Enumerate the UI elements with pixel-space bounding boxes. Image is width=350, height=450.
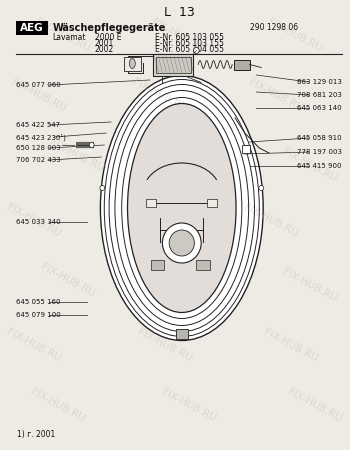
Text: 645 422 547: 645 422 547 xyxy=(16,122,60,128)
Text: 645 063 140: 645 063 140 xyxy=(297,105,342,111)
Bar xyxy=(208,199,217,207)
Bar xyxy=(151,260,164,270)
Text: FIX-HUB.RU: FIX-HUB.RU xyxy=(39,261,96,298)
Text: 645 033 340: 645 033 340 xyxy=(16,219,61,225)
Circle shape xyxy=(162,223,201,263)
Text: FIX-HUB.RU: FIX-HUB.RU xyxy=(150,17,208,54)
Text: FIX-HUB.RU: FIX-HUB.RU xyxy=(262,327,319,364)
Text: 645 079 100: 645 079 100 xyxy=(16,312,61,318)
Bar xyxy=(16,21,48,35)
Ellipse shape xyxy=(127,104,236,312)
Text: 778 197 003: 778 197 003 xyxy=(297,149,342,155)
Circle shape xyxy=(89,143,94,148)
Bar xyxy=(124,57,141,71)
Bar xyxy=(234,59,250,69)
Text: FIX-HUB.RU: FIX-HUB.RU xyxy=(174,137,232,173)
Text: 650 128 003: 650 128 003 xyxy=(16,145,61,151)
Text: FIX-HUB.RU: FIX-HUB.RU xyxy=(281,266,338,303)
Bar xyxy=(156,57,190,72)
Text: FIX-HUB.RU: FIX-HUB.RU xyxy=(247,76,304,113)
Ellipse shape xyxy=(130,58,135,68)
Text: FIX-HUB.RU: FIX-HUB.RU xyxy=(136,327,193,364)
Text: 706 702 433: 706 702 433 xyxy=(16,157,61,163)
Text: Lavamat: Lavamat xyxy=(52,32,85,41)
Text: 645 423 230¹): 645 423 230¹) xyxy=(16,133,66,141)
Text: Wäschepflegegeräte: Wäschepflegegeräte xyxy=(53,23,166,33)
Text: FIX-HUB.RU: FIX-HUB.RU xyxy=(165,261,222,298)
Text: 645 058 910: 645 058 910 xyxy=(297,135,342,141)
Bar xyxy=(242,145,250,153)
Text: 708 681 203: 708 681 203 xyxy=(297,92,342,98)
Text: FIX-HUB.RU: FIX-HUB.RU xyxy=(266,17,324,54)
Circle shape xyxy=(194,48,199,54)
Text: 645 077 060: 645 077 060 xyxy=(16,82,61,88)
Text: L  13: L 13 xyxy=(163,5,194,18)
Text: FIX-HUB.RU: FIX-HUB.RU xyxy=(281,147,338,184)
Text: 290 1298 06: 290 1298 06 xyxy=(250,23,298,32)
Text: FIX-HUB.RU: FIX-HUB.RU xyxy=(48,137,106,173)
Text: FIX-HUB.RU: FIX-HUB.RU xyxy=(10,76,67,113)
Text: 2001: 2001 xyxy=(94,39,114,48)
Text: 2000 E: 2000 E xyxy=(94,32,121,41)
Text: FIX-HUB.RU: FIX-HUB.RU xyxy=(29,387,86,423)
Text: FIX-HUB.RU: FIX-HUB.RU xyxy=(5,202,62,238)
Text: 645 055 160: 645 055 160 xyxy=(16,299,61,305)
Text: FIX-HUB.RU: FIX-HUB.RU xyxy=(160,387,217,423)
Text: E-Nr. 605 104 055: E-Nr. 605 104 055 xyxy=(155,45,224,54)
Circle shape xyxy=(259,185,264,190)
Bar xyxy=(153,54,194,76)
Text: 1) г. 2001: 1) г. 2001 xyxy=(17,431,55,440)
Bar xyxy=(176,328,188,338)
Circle shape xyxy=(169,230,194,256)
Bar xyxy=(9,54,349,450)
Text: FIX-HUB.RU: FIX-HUB.RU xyxy=(286,387,343,423)
Text: 2002: 2002 xyxy=(94,45,114,54)
Text: FIX-HUB.RU: FIX-HUB.RU xyxy=(131,76,188,113)
Text: E-Nr. 605 103 055: E-Nr. 605 103 055 xyxy=(155,32,224,41)
Text: 645 415 900: 645 415 900 xyxy=(297,163,342,169)
Text: FIX-HUB.RU: FIX-HUB.RU xyxy=(242,202,300,238)
Text: AEG: AEG xyxy=(20,23,44,33)
Bar xyxy=(146,199,156,207)
Ellipse shape xyxy=(100,76,263,341)
Text: FIX-HUB.RU: FIX-HUB.RU xyxy=(34,17,91,54)
Bar xyxy=(196,260,210,270)
Text: FIX-HUB.RU: FIX-HUB.RU xyxy=(5,327,62,364)
Text: E-Nr. 605 103 155: E-Nr. 605 103 155 xyxy=(155,39,224,48)
Text: FIX-HUB.RU: FIX-HUB.RU xyxy=(131,202,188,238)
Circle shape xyxy=(100,185,105,190)
Text: 863 129 013: 863 129 013 xyxy=(297,79,342,85)
